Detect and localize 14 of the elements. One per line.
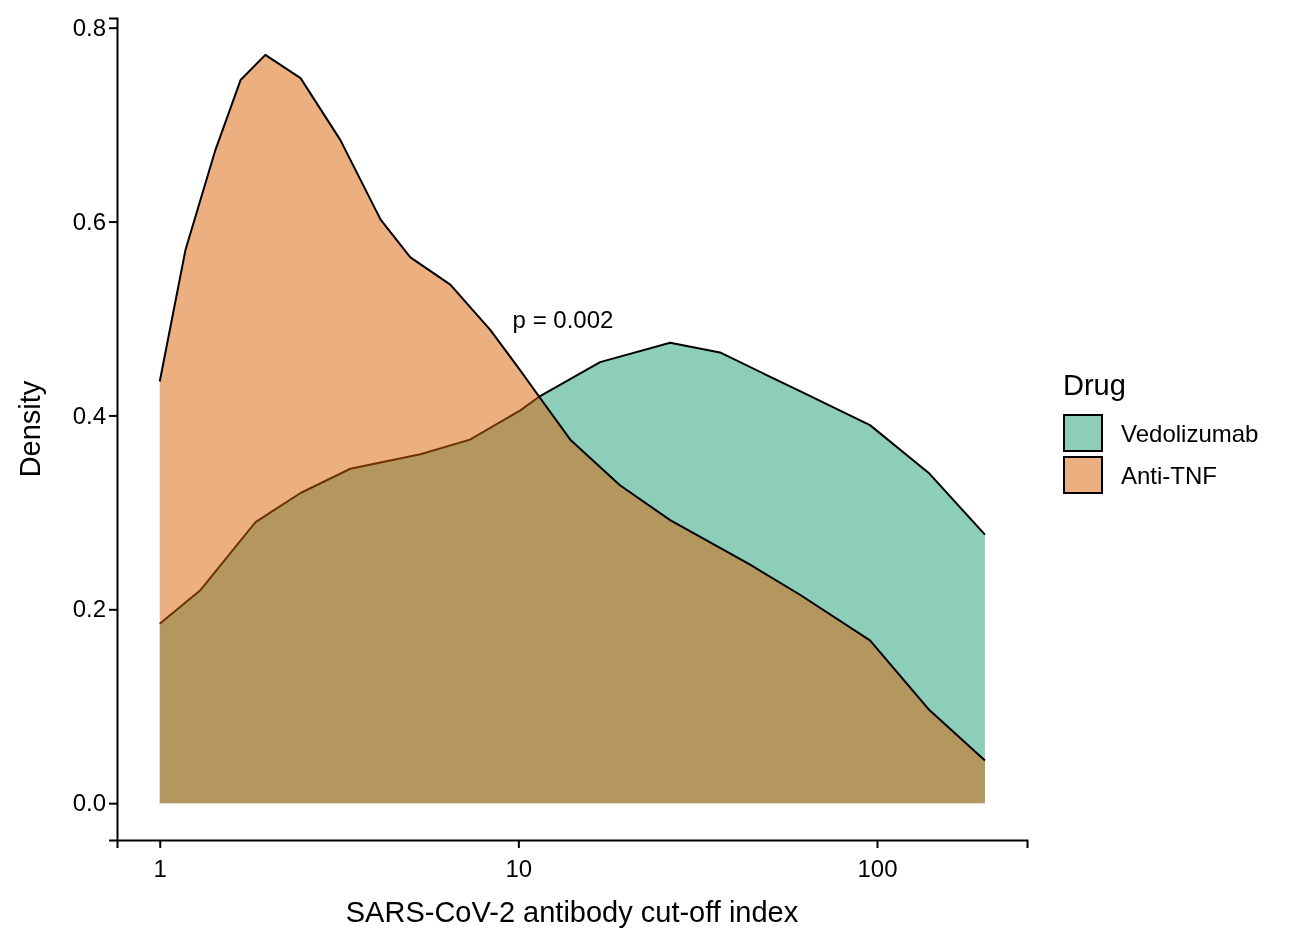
x-tick-label: 100 xyxy=(857,855,898,883)
x-tick-label: 10 xyxy=(505,855,533,883)
y-tick-label: 0.2 xyxy=(72,595,106,623)
annotation: p = 0.002 xyxy=(512,306,614,333)
y-tick-label: 0.0 xyxy=(72,789,106,817)
y-axis-title: Density xyxy=(14,380,46,478)
x-tick-label: 1 xyxy=(153,855,167,883)
x-axis-title: SARS-CoV-2 antibody cut-off index xyxy=(345,896,799,928)
y-tick-label: 0.8 xyxy=(72,13,106,41)
legend-title: Drug xyxy=(1063,369,1126,401)
legend-label: Anti-TNF xyxy=(1121,462,1217,489)
y-tick-label: 0.4 xyxy=(72,401,106,429)
y-tick-label: 0.6 xyxy=(72,207,106,235)
legend-label: Vedolizumab xyxy=(1121,420,1259,447)
